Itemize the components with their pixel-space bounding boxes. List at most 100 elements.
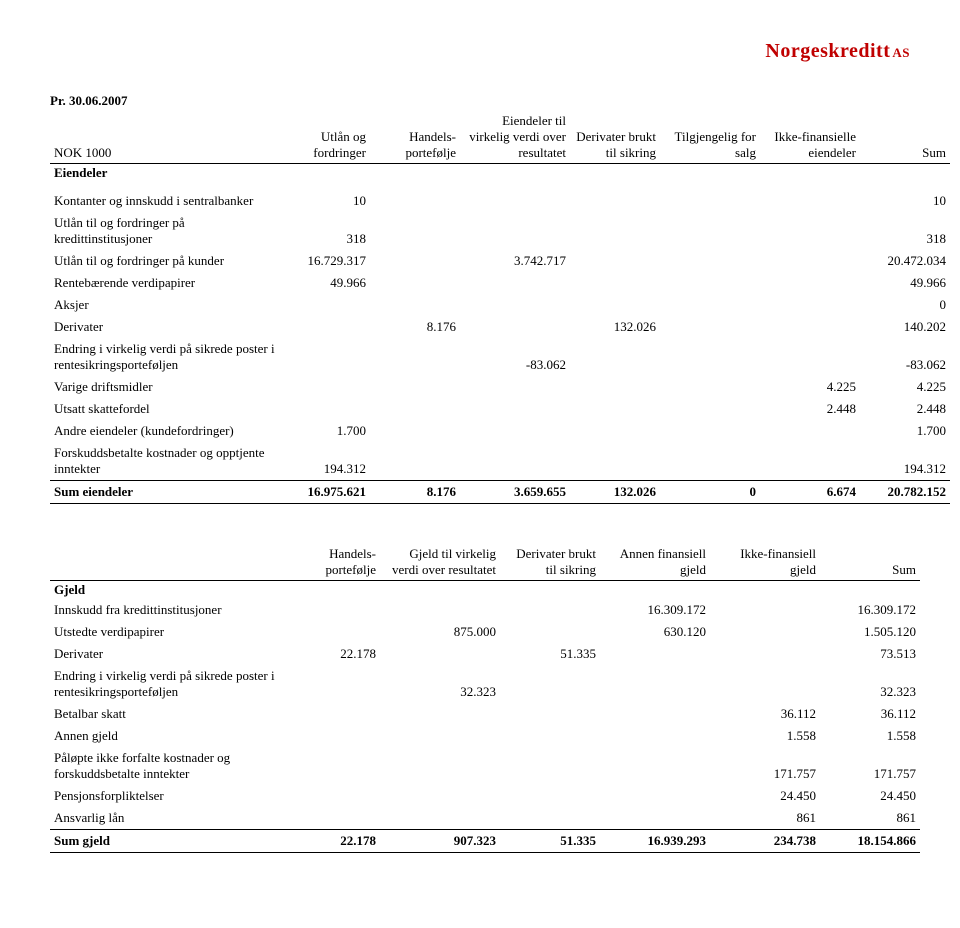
row-label: Pensjonsforpliktelser	[50, 785, 280, 807]
liab-hdr-5: Sum	[820, 544, 920, 581]
cell	[500, 621, 600, 643]
cell	[600, 643, 710, 665]
cell	[370, 294, 460, 316]
cell: 171.757	[710, 747, 820, 785]
row-label: Påløpte ikke forfalte kostnader og forsk…	[50, 747, 280, 785]
cell	[370, 398, 460, 420]
row-label: Endring i virkelig verdi på sikrede post…	[50, 665, 280, 703]
cell	[460, 398, 570, 420]
cell: 51.335	[500, 643, 600, 665]
table-row: Rentebærende verdipapirer49.96649.966	[50, 272, 950, 294]
cell	[570, 212, 660, 250]
row-label: Utstedte verdipapirer	[50, 621, 280, 643]
cell: 16.729.317	[280, 250, 370, 272]
sum-label: Sum gjeld	[50, 830, 280, 853]
row-label: Derivater	[50, 643, 280, 665]
cell	[600, 807, 710, 830]
assets-hdr-3: Derivater brukt til sikring	[570, 111, 660, 164]
cell	[380, 785, 500, 807]
table-row: Pensjonsforpliktelser24.45024.450	[50, 785, 920, 807]
sum-cell: 16.975.621	[280, 481, 370, 504]
cell: 171.757	[820, 747, 920, 785]
liab-hdr-2: Derivater brukt til sikring	[500, 544, 600, 581]
cell	[460, 376, 570, 398]
table-row: Varige driftsmidler4.2254.225	[50, 376, 950, 398]
cell: 36.112	[820, 703, 920, 725]
row-label: Endring i virkelig verdi på sikrede post…	[50, 338, 280, 376]
cell	[760, 294, 860, 316]
cell: 22.178	[280, 643, 380, 665]
cell	[370, 420, 460, 442]
cell	[280, 747, 380, 785]
row-label: Annen gjeld	[50, 725, 280, 747]
cell	[660, 338, 760, 376]
sum-cell: 907.323	[380, 830, 500, 853]
cell	[280, 398, 370, 420]
row-label: Utlån til og fordringer på kredittinstit…	[50, 212, 280, 250]
cell: 36.112	[710, 703, 820, 725]
liab-hdr-3: Annen finansiell gjeld	[600, 544, 710, 581]
cell: 861	[710, 807, 820, 830]
cell: 132.026	[570, 316, 660, 338]
row-label: Forskuddsbetalte kostnader og opptjente …	[50, 442, 280, 481]
cell	[380, 747, 500, 785]
cell	[570, 294, 660, 316]
table-row: Utstedte verdipapirer875.000630.1201.505…	[50, 621, 920, 643]
cell: 73.513	[820, 643, 920, 665]
cell: 4.225	[860, 376, 950, 398]
cell	[760, 250, 860, 272]
cell	[760, 212, 860, 250]
liab-hdr-4: Ikke-finansiell gjeld	[710, 544, 820, 581]
cell	[660, 442, 760, 481]
cell: 16.309.172	[820, 599, 920, 621]
cell	[570, 376, 660, 398]
cell: 875.000	[380, 621, 500, 643]
cell	[600, 703, 710, 725]
sum-cell: 3.659.655	[460, 481, 570, 504]
cell	[280, 599, 380, 621]
assets-hdr-4: Tilgjengelig for salg	[660, 111, 760, 164]
table-row: Endring i virkelig verdi på sikrede post…	[50, 665, 920, 703]
cell	[370, 338, 460, 376]
assets-hdr-1: Handels-portefølje	[370, 111, 460, 164]
cell: 1.558	[710, 725, 820, 747]
sum-cell: 234.738	[710, 830, 820, 853]
sum-row: Sum gjeld22.178907.32351.33516.939.29323…	[50, 830, 920, 853]
cell	[660, 316, 760, 338]
cell	[760, 442, 860, 481]
cell	[500, 747, 600, 785]
cell	[460, 212, 570, 250]
liab-section-label: Gjeld	[50, 581, 920, 600]
cell	[460, 272, 570, 294]
cell	[280, 785, 380, 807]
brand-logo: NorgeskredittAS	[50, 40, 910, 63]
cell: 3.742.717	[460, 250, 570, 272]
cell	[380, 725, 500, 747]
table-row: Påløpte ikke forfalte kostnader og forsk…	[50, 747, 920, 785]
cell	[600, 785, 710, 807]
cell: 1.505.120	[820, 621, 920, 643]
cell	[760, 316, 860, 338]
cell	[660, 420, 760, 442]
cell: 1.558	[820, 725, 920, 747]
cell: 20.472.034	[860, 250, 950, 272]
cell	[570, 398, 660, 420]
cell: 8.176	[370, 316, 460, 338]
cell	[460, 420, 570, 442]
cell	[600, 725, 710, 747]
liabilities-table: Handels-portefølje Gjeld til virkelig ve…	[50, 544, 920, 853]
cell	[660, 398, 760, 420]
row-label: Innskudd fra kredittinstitusjoner	[50, 599, 280, 621]
cell	[570, 338, 660, 376]
liab-hdr-1: Gjeld til virkelig verdi over resultatet	[380, 544, 500, 581]
cell	[280, 665, 380, 703]
cell	[280, 338, 370, 376]
cell: 4.225	[760, 376, 860, 398]
table-row: Endring i virkelig verdi på sikrede post…	[50, 338, 950, 376]
cell	[660, 190, 760, 212]
cell	[280, 703, 380, 725]
row-label: Utlån til og fordringer på kunder	[50, 250, 280, 272]
cell: 1.700	[280, 420, 370, 442]
assets-hdr-6: Sum	[860, 111, 950, 164]
cell	[370, 250, 460, 272]
